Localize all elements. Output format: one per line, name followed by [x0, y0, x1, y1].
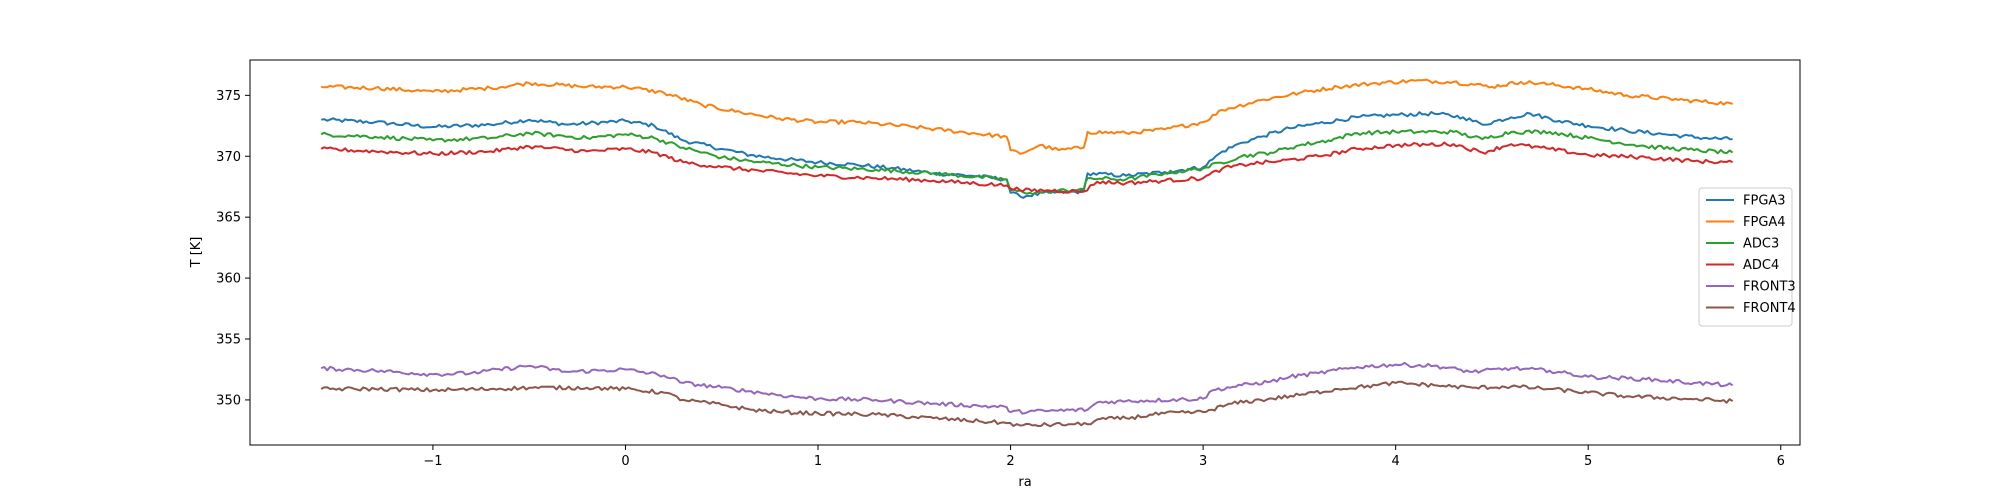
x-tick-label: 0 — [621, 454, 629, 469]
x-axis: −1 0 1 2 3 4 5 6 — [423, 445, 1785, 469]
legend-label-adc3: ADC3 — [1743, 237, 1779, 252]
series-line-adc4 — [320, 141, 1734, 194]
series-line-fpga4 — [321, 78, 1733, 155]
y-tick-label: 355 — [216, 333, 241, 348]
series-line-front3 — [320, 361, 1734, 415]
y-tick-label: 360 — [216, 272, 241, 287]
series-line-adc3 — [320, 129, 1734, 196]
x-tick-label: 4 — [1392, 454, 1400, 469]
legend: FPGA3 FPGA4 ADC3 ADC4 FRONT3 FRONT4 — [1698, 187, 1796, 327]
x-axis-label: ra — [1018, 475, 1031, 490]
y-tick-label: 375 — [216, 89, 241, 104]
legend-label-fpga4: FPGA4 — [1743, 215, 1786, 230]
legend-label-front3: FRONT3 — [1743, 280, 1796, 295]
series-line-fpga3 — [321, 111, 1733, 199]
series-line-front4 — [320, 380, 1734, 428]
plot-frame — [249, 59, 1801, 446]
y-tick-label: 370 — [216, 150, 241, 165]
y-axis-label: T [K] — [189, 237, 204, 269]
y-axis: 350 355 360 365 370 375 — [216, 89, 250, 408]
legend-label-adc4: ADC4 — [1743, 258, 1779, 273]
x-tick-label: 1 — [814, 454, 822, 469]
y-tick-label: 350 — [216, 393, 241, 408]
legend-label-front4: FRONT4 — [1743, 301, 1796, 316]
x-tick-label: 2 — [1006, 454, 1014, 469]
x-tick-label: 6 — [1777, 454, 1785, 469]
x-tick-label: 5 — [1584, 454, 1592, 469]
x-tick-label: −1 — [423, 454, 442, 469]
y-tick-label: 365 — [216, 211, 241, 226]
x-tick-label: 3 — [1199, 454, 1207, 469]
legend-label-fpga3: FPGA3 — [1743, 194, 1786, 209]
series-layer — [320, 78, 1734, 428]
